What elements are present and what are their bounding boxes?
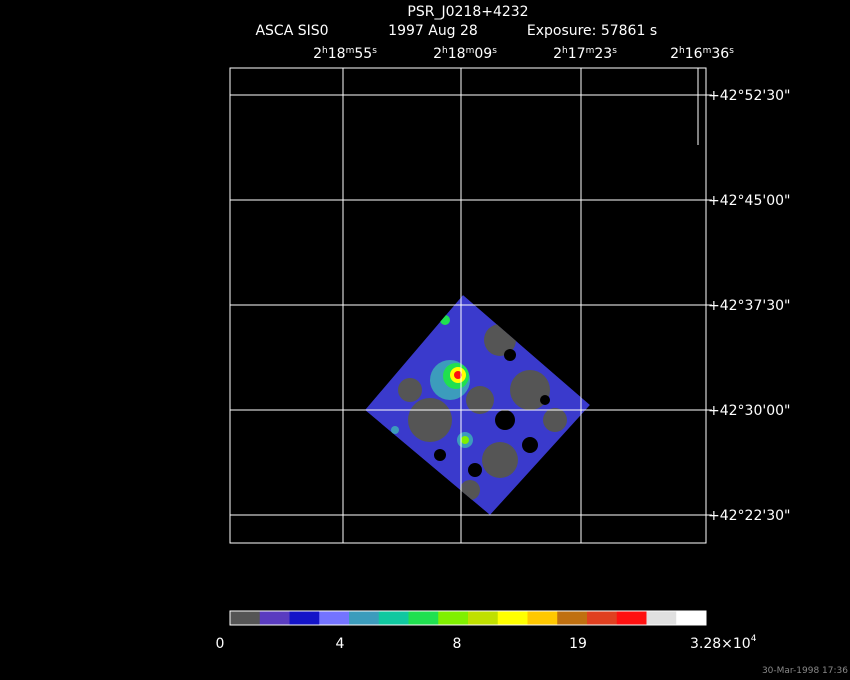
ra-unit: m — [466, 46, 475, 56]
dec-label: +42°52'30" — [708, 88, 790, 104]
ra-unit: h — [679, 46, 685, 56]
ra-value: 16 — [685, 46, 703, 62]
colorbar-swatch — [289, 611, 320, 625]
colorbar-swatch — [438, 611, 469, 625]
colorbar-label: 8 — [453, 636, 462, 652]
dec-label: +42°37'30" — [708, 298, 790, 314]
colorbar-swatch — [527, 611, 558, 625]
colorbar-swatch — [676, 611, 707, 625]
ra-unit: m — [703, 46, 712, 56]
dec-label: +42°22'30" — [708, 508, 790, 524]
date: 1997 Aug 28 — [388, 23, 478, 39]
colorbar-swatch — [230, 611, 261, 625]
ra-value: 2 — [433, 46, 442, 62]
ra-label: 2h17m23s — [553, 46, 617, 62]
colorbar-label: 0 — [216, 636, 225, 652]
ra-unit: s — [372, 46, 377, 56]
ra-value: 17 — [568, 46, 586, 62]
instrument: ASCA SIS0 — [255, 23, 328, 39]
ra-value: 18 — [328, 46, 346, 62]
colorbar-frame — [229, 610, 707, 626]
colorbar-swatch — [616, 611, 647, 625]
colorbar-max-label: 3.28×104 — [690, 634, 757, 652]
max-base: 3.28×10 — [690, 636, 751, 652]
ra-value: 2 — [670, 46, 679, 62]
ra-value: 2 — [313, 46, 322, 62]
ra-unit: s — [729, 46, 734, 56]
ra-value: 55 — [354, 46, 372, 62]
dec-label: +42°45'00" — [708, 193, 790, 209]
exposure: Exposure: 57861 s — [527, 23, 657, 39]
ra-unit: s — [492, 46, 497, 56]
ra-unit: m — [586, 46, 595, 56]
colorbar-label: 4 — [336, 636, 345, 652]
ra-unit: h — [442, 46, 448, 56]
colorbar-swatch — [378, 611, 409, 625]
ra-unit: m — [346, 46, 355, 56]
ra-unit: h — [322, 46, 328, 56]
colorbar-swatch — [349, 611, 380, 625]
colorbar-label: 19 — [569, 636, 587, 652]
dec-label: +42°30'00" — [708, 403, 790, 419]
ra-label: 2h16m36s — [670, 46, 734, 62]
colorbar-swatch — [468, 611, 499, 625]
ra-label: 2h18m09s — [433, 46, 497, 62]
ra-value: 23 — [594, 46, 612, 62]
ra-unit: h — [562, 46, 568, 56]
colorbar-swatch — [408, 611, 439, 625]
max-exponent: 4 — [751, 634, 757, 644]
grid — [230, 68, 706, 543]
colorbar-swatch — [259, 611, 290, 625]
ra-value: 2 — [553, 46, 562, 62]
x-ray-image — [365, 295, 590, 515]
colorbar-swatch — [646, 611, 677, 625]
ra-unit: s — [612, 46, 617, 56]
timestamp: 30-Mar-1998 17:36 — [762, 666, 848, 676]
ra-value: 36 — [711, 46, 729, 62]
colorbar-swatch — [319, 611, 350, 625]
ra-value: 18 — [448, 46, 466, 62]
ra-label: 2h18m55s — [313, 46, 377, 62]
colorbar-swatch — [557, 611, 588, 625]
title: PSR_J0218+4232 — [407, 4, 528, 20]
ra-value: 09 — [474, 46, 492, 62]
colorbar-swatch — [497, 611, 528, 625]
colorbar-swatch — [587, 611, 618, 625]
